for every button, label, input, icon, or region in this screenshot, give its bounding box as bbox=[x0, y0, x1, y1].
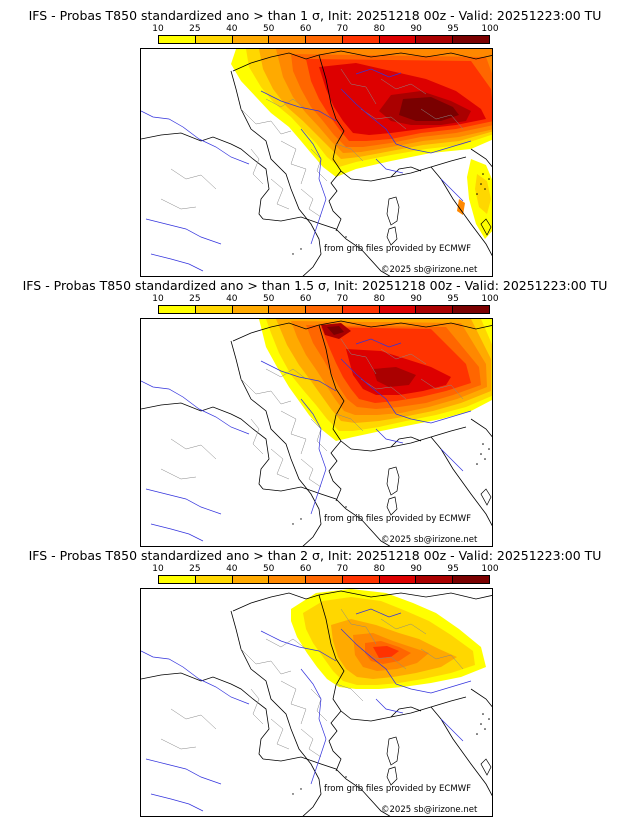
colorbar-swatch bbox=[453, 306, 490, 313]
colorbar-tick: 100 bbox=[481, 564, 499, 574]
islands bbox=[386, 196, 492, 246]
source-credit: from grib files provided by ECMWF bbox=[324, 784, 471, 794]
colorbar-swatch bbox=[159, 36, 196, 43]
country-borders bbox=[141, 320, 492, 546]
colorbar-swatch bbox=[195, 576, 233, 583]
colorbar-swatch bbox=[269, 36, 307, 43]
map-panel-1: IFS - Probas T850 standardized ano > tha… bbox=[0, 8, 630, 284]
copyright: ©2025 sb@irizone.net bbox=[381, 535, 478, 545]
map-canvas bbox=[141, 49, 492, 276]
colorbar-swatch bbox=[453, 36, 490, 43]
colorbar-swatches bbox=[158, 575, 490, 584]
colorbar-swatch bbox=[416, 36, 454, 43]
colorbar-swatch bbox=[159, 576, 196, 583]
copyright: ©2025 sb@irizone.net bbox=[381, 265, 478, 275]
colorbar-swatch bbox=[159, 306, 196, 313]
colorbar-swatch bbox=[416, 576, 454, 583]
colorbar-swatch bbox=[342, 306, 380, 313]
regional-borders bbox=[160, 608, 464, 758]
colorbar-swatch bbox=[306, 576, 343, 583]
copyright: ©2025 sb@irizone.net bbox=[381, 805, 478, 815]
probability-map: from grib files provided by ECMWF ©2025 … bbox=[140, 588, 493, 817]
colorbar-swatch bbox=[269, 306, 307, 313]
colorbar-swatch bbox=[306, 306, 343, 313]
colorbar-swatch bbox=[342, 36, 380, 43]
colorbar-tick: 25 bbox=[189, 24, 201, 34]
colorbar-tick: 10 bbox=[152, 294, 164, 304]
country-borders bbox=[141, 590, 492, 816]
colorbar: 10 25 40 50 60 70 80 90 95 100 bbox=[152, 24, 499, 48]
probability-map: from grib files provided by ECMWF ©2025 … bbox=[140, 318, 493, 547]
probability-field bbox=[291, 589, 486, 689]
colorbar: 10 25 40 50 60 70 80 90 95 100 bbox=[152, 294, 499, 318]
colorbar: 10 25 40 50 60 70 80 90 95 100 bbox=[152, 564, 499, 588]
panel-title: IFS - Probas T850 standardized ano > tha… bbox=[28, 548, 602, 563]
colorbar-swatch bbox=[195, 306, 233, 313]
country-borders bbox=[141, 50, 492, 276]
map-panel-3: IFS - Probas T850 standardized ano > tha… bbox=[0, 548, 630, 824]
colorbar-tick: 80 bbox=[373, 24, 386, 34]
colorbar-swatches bbox=[158, 35, 490, 44]
colorbar-tick: 25 bbox=[189, 294, 201, 304]
colorbar-tick: 60 bbox=[299, 564, 312, 574]
colorbar-swatch bbox=[379, 576, 417, 583]
colorbar-tick: 100 bbox=[481, 24, 499, 34]
source-credit: from grib files provided by ECMWF bbox=[324, 514, 471, 524]
coastal-dots bbox=[292, 443, 490, 525]
rivers bbox=[141, 608, 472, 812]
colorbar-swatch bbox=[453, 576, 490, 583]
islands bbox=[386, 466, 492, 516]
colorbar-tick: 95 bbox=[447, 564, 459, 574]
colorbar-tick: 10 bbox=[152, 24, 164, 34]
colorbar-swatches bbox=[158, 305, 490, 314]
colorbar-swatch bbox=[269, 576, 307, 583]
colorbar-tick: 40 bbox=[226, 24, 238, 34]
map-canvas bbox=[141, 589, 492, 816]
colorbar-tick: 80 bbox=[373, 564, 386, 574]
colorbar-swatch bbox=[306, 36, 343, 43]
colorbar-tick: 40 bbox=[226, 564, 238, 574]
colorbar-tick: 95 bbox=[447, 24, 459, 34]
colorbar-tick: 50 bbox=[262, 564, 275, 574]
colorbar-tick: 60 bbox=[299, 24, 312, 34]
panel-title: IFS - Probas T850 standardized ano > tha… bbox=[22, 278, 608, 293]
islands bbox=[386, 736, 492, 786]
colorbar-swatch bbox=[416, 306, 454, 313]
colorbar-tick: 90 bbox=[410, 564, 422, 574]
colorbar-swatch bbox=[379, 306, 417, 313]
source-credit: from grib files provided by ECMWF bbox=[324, 244, 471, 254]
colorbar-tick: 80 bbox=[373, 294, 386, 304]
colorbar-tick: 50 bbox=[262, 24, 275, 34]
colorbar-tick: 90 bbox=[410, 24, 422, 34]
rivers bbox=[141, 338, 472, 542]
colorbar-swatch bbox=[232, 306, 270, 313]
colorbar-tick: 50 bbox=[262, 294, 275, 304]
colorbar-swatch bbox=[232, 36, 270, 43]
colorbar-tick: 70 bbox=[336, 564, 349, 574]
colorbar-tick: 90 bbox=[410, 294, 422, 304]
colorbar-tick: 25 bbox=[189, 564, 201, 574]
colorbar-swatch bbox=[195, 36, 233, 43]
probability-field bbox=[259, 319, 492, 441]
colorbar-swatch bbox=[232, 576, 270, 583]
colorbar-tick: 60 bbox=[299, 294, 312, 304]
map-panel-2: IFS - Probas T850 standardized ano > tha… bbox=[0, 278, 630, 554]
colorbar-swatch bbox=[342, 576, 380, 583]
colorbar-tick: 100 bbox=[481, 294, 499, 304]
rivers bbox=[141, 68, 472, 272]
colorbar-swatch bbox=[379, 36, 417, 43]
probability-map: from grib files provided by ECMWF ©2025 … bbox=[140, 48, 493, 277]
colorbar-tick: 70 bbox=[336, 24, 349, 34]
probability-field bbox=[231, 49, 492, 239]
colorbar-tick: 70 bbox=[336, 294, 349, 304]
colorbar-tick: 95 bbox=[447, 294, 459, 304]
coastal-dots bbox=[292, 173, 490, 255]
panel-title: IFS - Probas T850 standardized ano > tha… bbox=[28, 8, 602, 23]
regional-borders bbox=[160, 338, 464, 488]
colorbar-tick: 40 bbox=[226, 294, 238, 304]
colorbar-tick: 10 bbox=[152, 564, 164, 574]
coastal-dots bbox=[292, 713, 490, 795]
map-canvas bbox=[141, 319, 492, 546]
